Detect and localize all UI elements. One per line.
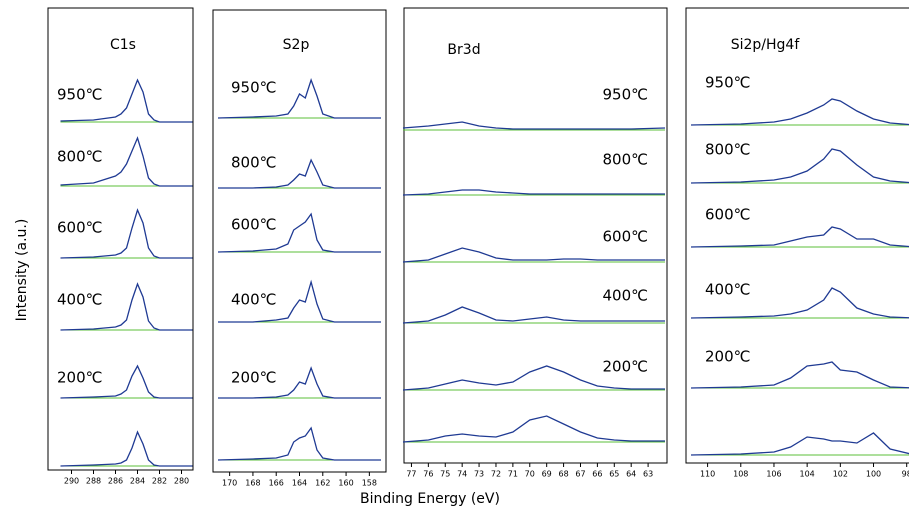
x-tick-label: 290 xyxy=(64,477,79,486)
spectrum xyxy=(217,78,381,119)
x-tick-label: 168 xyxy=(245,479,260,488)
x-tick-label: 170 xyxy=(222,479,237,488)
temperature-label: 600℃ xyxy=(57,219,102,237)
spectrum xyxy=(690,148,909,184)
spectrum xyxy=(402,365,665,391)
panel-title: C1s xyxy=(110,37,136,53)
temperature-label: 200℃ xyxy=(603,358,648,376)
x-tick-label: 166 xyxy=(269,479,284,488)
spectrum xyxy=(60,430,193,467)
spectrum xyxy=(218,158,381,189)
temperature-label: 600℃ xyxy=(603,228,648,246)
spectrum xyxy=(402,247,665,263)
temperature-label: 200℃ xyxy=(231,369,276,387)
spectrum xyxy=(60,78,193,123)
x-tick-label: 110 xyxy=(700,470,715,479)
temperature-label: 950℃ xyxy=(231,79,276,97)
x-tick-label: 65 xyxy=(609,470,619,479)
x-tick-label: 282 xyxy=(152,477,167,486)
panel-title: S2p xyxy=(283,37,310,53)
x-tick-label: 280 xyxy=(174,477,189,486)
x-tick-label: 164 xyxy=(292,479,307,488)
x-tick-label: 63 xyxy=(643,470,653,479)
panel-frame xyxy=(685,7,909,464)
x-tick-label: 104 xyxy=(800,470,815,479)
x-tick-label: 68 xyxy=(558,470,568,479)
spectrum xyxy=(218,366,381,399)
temperature-label: 950℃ xyxy=(57,86,102,104)
x-tick-label: 98 xyxy=(902,470,909,479)
spectrum xyxy=(402,306,665,324)
spectrum xyxy=(690,361,909,389)
temperature-label: 800℃ xyxy=(705,141,750,159)
spectrum xyxy=(218,279,381,323)
spectrum xyxy=(402,415,665,443)
spectrum xyxy=(690,287,909,319)
x-tick-label: 100 xyxy=(866,470,881,479)
x-tick-label: 102 xyxy=(833,470,848,479)
spectrum xyxy=(402,121,666,130)
x-tick-label: 73 xyxy=(474,470,484,479)
temperature-label: 950℃ xyxy=(705,74,750,92)
temperature-label: 800℃ xyxy=(57,148,102,166)
x-tick-label: 284 xyxy=(130,477,145,486)
x-tick-label: 70 xyxy=(525,470,535,479)
x-tick-label: 108 xyxy=(733,470,748,479)
x-tick-label: 64 xyxy=(626,470,636,479)
temperature-label: 600℃ xyxy=(231,216,276,234)
spectrum xyxy=(217,212,381,253)
x-tick-label: 67 xyxy=(575,470,585,479)
temperature-label: 800℃ xyxy=(603,151,648,169)
temperature-label: 400℃ xyxy=(57,291,102,309)
spectrum xyxy=(60,364,193,399)
panel-frame xyxy=(47,7,194,471)
spectrum xyxy=(60,136,193,187)
x-tick-label: 106 xyxy=(766,470,781,479)
spectrum xyxy=(217,426,381,461)
x-axis-label: Binding Energy (eV) xyxy=(360,491,500,506)
x-tick-label: 160 xyxy=(338,479,353,488)
spectrum xyxy=(60,208,193,259)
x-tick-label: 76 xyxy=(423,470,433,479)
panel-title: Si2p/Hg4f xyxy=(731,37,801,53)
temperature-label: 400℃ xyxy=(705,281,750,299)
x-tick-label: 74 xyxy=(457,470,467,479)
x-tick-label: 162 xyxy=(315,479,330,488)
x-tick-label: 71 xyxy=(508,470,518,479)
panel-frame xyxy=(403,7,668,464)
temperature-label: 800℃ xyxy=(231,154,276,172)
x-tick-label: 286 xyxy=(108,477,123,486)
x-tick-label: 77 xyxy=(406,470,416,479)
x-tick-label: 75 xyxy=(440,470,450,479)
x-tick-label: 69 xyxy=(542,470,552,479)
temperature-label: 600℃ xyxy=(705,206,750,224)
spectrum xyxy=(690,432,909,456)
x-tick-label: 66 xyxy=(592,470,602,479)
temperature-label: 400℃ xyxy=(603,287,648,305)
x-tick-label: 72 xyxy=(491,470,501,479)
spectrum xyxy=(402,189,665,196)
temperature-label: 200℃ xyxy=(57,369,102,387)
y-axis-label: Intensity (a.u.) xyxy=(14,219,30,322)
x-tick-label: 158 xyxy=(362,479,377,488)
spectrum xyxy=(690,98,909,126)
temperature-label: 200℃ xyxy=(705,348,750,366)
temperature-label: 950℃ xyxy=(603,86,648,104)
spectrum xyxy=(690,226,909,248)
temperature-label: 400℃ xyxy=(231,291,276,309)
x-tick-label: 288 xyxy=(86,477,101,486)
spectrum xyxy=(60,282,193,331)
panel-title: Br3d xyxy=(447,42,480,58)
